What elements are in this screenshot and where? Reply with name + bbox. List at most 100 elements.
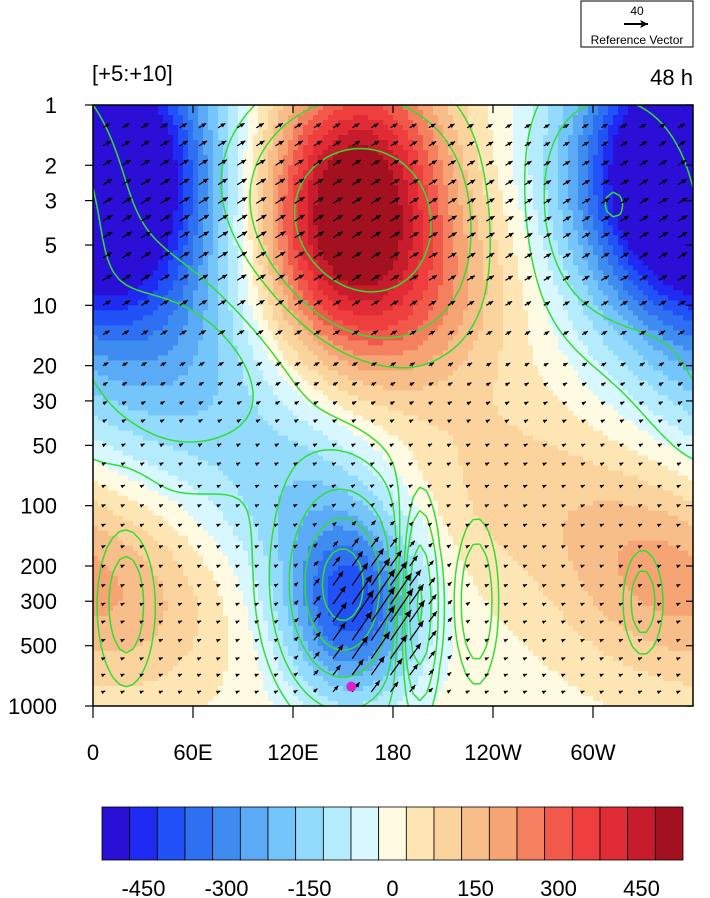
field-cell <box>488 175 494 181</box>
field-cell <box>508 295 514 301</box>
field-cell <box>548 110 554 116</box>
field-cell <box>388 170 394 176</box>
field-cell <box>408 260 414 266</box>
field-cell <box>418 125 424 131</box>
field-cell <box>398 285 404 291</box>
field-cell <box>183 135 189 141</box>
field-cell <box>258 120 264 126</box>
field-cell <box>133 160 139 166</box>
field-cell <box>298 110 304 116</box>
field-cell <box>218 130 224 136</box>
field-cell <box>253 155 259 161</box>
field-cell <box>468 105 474 111</box>
field-cell <box>383 135 389 141</box>
field-cell <box>263 110 269 116</box>
field-cell <box>253 260 259 266</box>
field-cell <box>688 115 693 121</box>
field-cell <box>308 155 314 161</box>
field-cell <box>453 205 459 211</box>
field-cell <box>113 245 119 251</box>
field-cell <box>338 135 344 141</box>
field-cell <box>183 290 189 296</box>
field-cell <box>573 190 579 196</box>
field-cell <box>143 175 149 181</box>
field-cell <box>618 230 624 236</box>
field-cell <box>138 110 144 116</box>
field-cell <box>353 150 359 156</box>
field-cell <box>293 155 299 161</box>
field-cell <box>253 180 259 186</box>
field-cell <box>203 310 209 316</box>
field-cell <box>478 110 484 116</box>
field-cell <box>173 285 179 291</box>
field-cell <box>143 235 149 241</box>
field-cell <box>528 120 534 126</box>
field-cell <box>373 210 379 216</box>
field-cell <box>638 185 644 191</box>
field-cell <box>253 200 259 206</box>
field-cell <box>543 155 549 161</box>
field-cell <box>648 290 654 296</box>
field-cell <box>638 115 644 121</box>
field-cell <box>153 170 159 176</box>
field-cell <box>153 290 159 296</box>
field-cell <box>538 245 544 251</box>
field-cell <box>123 235 129 241</box>
field-cell <box>153 185 159 191</box>
field-cell <box>233 160 239 166</box>
field-cell <box>133 250 139 256</box>
field-cell <box>198 155 204 161</box>
field-cell <box>98 270 104 276</box>
field-cell <box>578 235 584 241</box>
field-cell <box>313 275 319 281</box>
field-cell <box>123 205 129 211</box>
field-cell <box>228 130 234 136</box>
field-cell <box>453 170 459 176</box>
field-cell <box>288 135 294 141</box>
field-cell <box>163 240 169 246</box>
field-cell <box>118 130 124 136</box>
field-cell <box>253 110 259 116</box>
field-cell <box>458 215 464 221</box>
field-cell <box>153 195 159 201</box>
field-cell <box>488 290 494 296</box>
field-cell <box>268 110 274 116</box>
field-cell <box>403 160 409 166</box>
field-cell <box>193 305 199 311</box>
field-cell <box>643 170 649 176</box>
field-cell <box>103 280 109 286</box>
field-cell <box>233 210 239 216</box>
field-cell <box>203 155 209 161</box>
field-cell <box>183 305 189 311</box>
field-cell <box>678 215 684 221</box>
field-cell <box>368 285 374 291</box>
field-cell <box>238 240 244 246</box>
field-cell <box>378 260 384 266</box>
field-cell <box>623 285 629 291</box>
field-cell <box>438 300 444 306</box>
field-cell <box>148 300 154 306</box>
field-cell <box>123 210 129 216</box>
field-cell <box>498 300 504 306</box>
field-cell <box>568 170 574 176</box>
field-cell <box>573 240 579 246</box>
field-cell <box>108 185 114 191</box>
field-cell <box>398 180 404 186</box>
field-cell <box>388 295 394 301</box>
field-cell <box>493 135 499 141</box>
field-cell <box>568 175 574 181</box>
field-cell <box>513 175 519 181</box>
field-cell <box>123 250 129 256</box>
field-cell <box>543 115 549 121</box>
field-cell <box>428 255 434 261</box>
field-cell <box>278 285 284 291</box>
field-cell <box>338 150 344 156</box>
field-cell <box>438 150 444 156</box>
field-cell <box>423 190 429 196</box>
field-cell <box>203 285 209 291</box>
field-cell <box>183 110 189 116</box>
field-cell <box>423 175 429 181</box>
field-cell <box>143 270 149 276</box>
field-cell <box>658 225 664 231</box>
field-cell <box>348 115 354 121</box>
